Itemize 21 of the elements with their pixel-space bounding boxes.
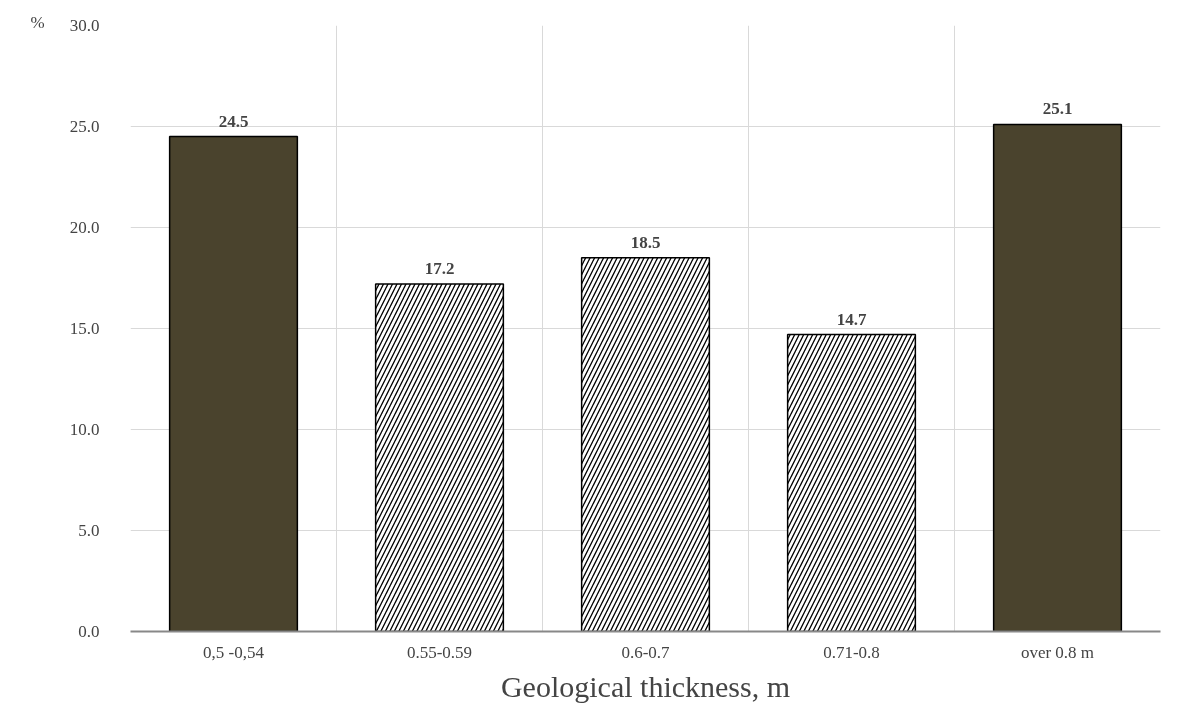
data-label: 17.2 (424, 259, 455, 279)
bar (168, 135, 299, 632)
data-label: 25.1 (1042, 99, 1073, 119)
y-tick-label: 0.0 (78, 622, 100, 641)
y-tick-label: 10.0 (69, 420, 100, 439)
y-tick-label: 15.0 (69, 319, 100, 338)
x-tick-label: 0,5 -0,54 (203, 642, 265, 662)
data-label: 14.7 (836, 309, 867, 329)
y-tick-label: 5.0 (78, 521, 100, 540)
x-tick-label: 0.71-0.8 (823, 642, 880, 662)
data-label: 24.5 (218, 111, 249, 131)
x-tick-label: 0.55-0.59 (406, 642, 473, 662)
y-axis-title: % (30, 12, 45, 32)
bar (992, 123, 1123, 632)
x-tick-label: over 0.8 m (1020, 642, 1095, 662)
y-tick-label: 30.0 (69, 16, 100, 35)
x-axis-title: Geological thickness, m (500, 669, 791, 703)
y-tick-label: 25.0 (69, 117, 100, 136)
data-label: 18.5 (630, 232, 661, 252)
x-tick-label: 0.6-0.7 (621, 642, 671, 662)
y-tick-label: 20.0 (69, 218, 100, 237)
